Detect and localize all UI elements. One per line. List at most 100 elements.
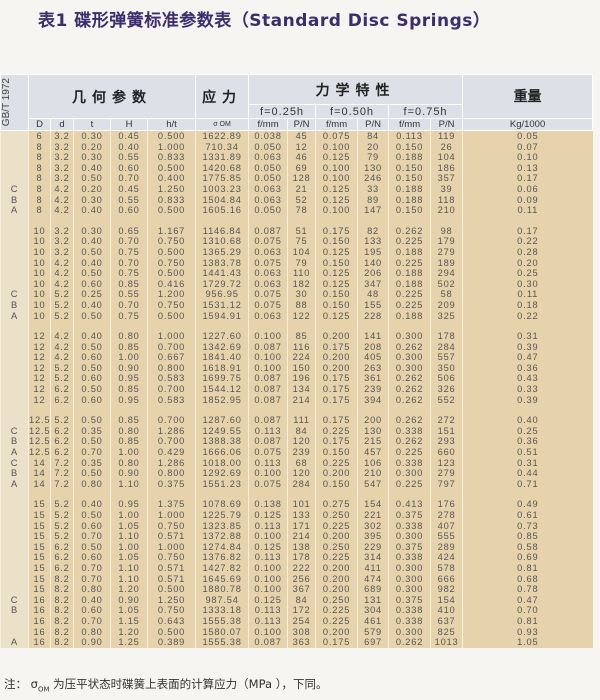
- table-cell: 0.50: [73, 541, 111, 553]
- table-cell: 0.087: [248, 373, 288, 385]
- table-cell: 26: [430, 141, 463, 153]
- table-cell: 0.416: [146, 278, 196, 290]
- table-row: 15 6.2 0.60 1.05 0.750 1376.82 0.113 178 0.225 31…: [0, 552, 593, 563]
- table-cell: 0.18: [462, 299, 593, 311]
- table-row: 10 3.2 0.30 0.65 1.167 1146.84 0.087 51 0.175 82 0…: [0, 225, 593, 237]
- f-075h-header: f=0.75h: [388, 104, 464, 119]
- table-row: A 8 4.2 0.40 0.60 0.500 1605.16 0.050 78 0.100 147…: [0, 205, 593, 216]
- table-row: B 8 4.2 0.30 0.55 0.833 1504.84 0.063 52 0.125 89 0…: [0, 194, 593, 206]
- table-cell: 10: [28, 310, 51, 322]
- table-cell: 0.075: [248, 478, 288, 490]
- table-cell: 0.188: [388, 310, 431, 322]
- table-cell: 0.300: [388, 331, 431, 342]
- table-cell: 0.35: [73, 457, 111, 469]
- table-row: B 10 5.2 0.40 0.70 0.750 1531.12 0.075 88 0.150 15…: [0, 299, 593, 311]
- table-cell: 0.85: [462, 531, 593, 542]
- table-cell: 15: [28, 510, 51, 521]
- table-cell: 210: [430, 205, 463, 216]
- table-cell: 0.200: [315, 531, 358, 542]
- series-cell: A: [0, 637, 29, 648]
- table-cell: 0.125: [315, 268, 358, 279]
- table-cell: 122: [287, 310, 316, 322]
- table-cell: 502: [430, 278, 463, 290]
- table-cell: 0.10: [462, 152, 593, 163]
- table-cell: 15: [28, 584, 51, 595]
- table-cell: 0.150: [315, 236, 358, 247]
- table-cell: 8.2: [50, 615, 74, 627]
- table-cell: 1.20: [110, 626, 148, 638]
- table-cell: 0.188: [388, 268, 431, 279]
- table-cell: 0.700: [146, 415, 196, 426]
- table-cell: 16: [28, 594, 51, 606]
- table-cell: 0.500: [146, 205, 196, 216]
- table-cell: 0.500: [146, 246, 196, 258]
- table-cell: 1333.18: [195, 605, 249, 616]
- table-cell: 394: [357, 394, 389, 406]
- table-cell: 0.40: [73, 205, 111, 216]
- series-cell: [0, 552, 29, 563]
- table-cell: 6.2: [50, 552, 74, 563]
- table-cell: 689: [357, 584, 389, 595]
- table-cell: 12: [28, 384, 51, 395]
- table-cell: 0.375: [146, 478, 196, 490]
- table-cell: 279: [430, 246, 463, 258]
- series-cell: [0, 352, 29, 363]
- table-cell: 4.2: [50, 257, 74, 269]
- table-cell: 222: [287, 562, 316, 574]
- table-cell: 0.22: [462, 310, 593, 322]
- table-cell: 0.40: [110, 141, 148, 153]
- table-row: 12 5.2 0.60 0.95 0.583 1699.75 0.087 196 0.175 36…: [0, 373, 593, 385]
- table-cell: 16: [28, 637, 51, 648]
- table-cell: 347: [357, 278, 389, 290]
- table-cell: 1.15: [110, 615, 148, 627]
- table-cell: 0.50: [73, 468, 111, 479]
- table-cell: 1.200: [146, 289, 196, 300]
- table-cell: 1.25: [110, 637, 148, 648]
- table-cell: 0.45: [110, 130, 148, 142]
- table-cell: 0.200: [315, 352, 358, 363]
- table-row: 12 4.2 0.50 0.85 0.700 1342.69 0.087 116 0.175 20…: [0, 341, 593, 353]
- f-050h-header: f=0.50h: [315, 104, 390, 119]
- table-cell: 0.200: [315, 626, 358, 638]
- table-cell: 1.250: [146, 183, 196, 195]
- table-cell: 4.2: [50, 183, 74, 195]
- table-cell: 0.40: [73, 594, 111, 606]
- table-cell: 20: [357, 141, 389, 153]
- footnote: 注： σOM 为压平状态时碟簧上表面的计算应力（MPa ），下同。: [4, 677, 328, 694]
- table-cell: 0.70: [73, 447, 111, 458]
- table-cell: 246: [357, 173, 389, 184]
- table-row: 10 4.2 0.50 0.75 0.500 1441.43 0.063 110 0.125 20…: [0, 268, 593, 279]
- column-header: σ OM: [195, 118, 250, 131]
- table-row: A 12.5 6.2 0.70 1.00 0.429 1666.06 0.075 239 0.15…: [0, 447, 593, 458]
- table-cell: 0.95: [110, 373, 148, 385]
- table-cell: 1331.89: [195, 152, 249, 163]
- table-cell: 4.2: [50, 205, 74, 216]
- table-cell: 0.050: [248, 173, 288, 184]
- table-cell: 0.400: [146, 173, 196, 184]
- table-cell: 0.75: [110, 310, 148, 322]
- column-header: D: [28, 118, 51, 131]
- table-cell: 0.70: [110, 299, 148, 311]
- table-cell: 130: [357, 162, 389, 174]
- table-cell: 0.113: [248, 520, 288, 532]
- table-cell: 1.000: [146, 510, 196, 521]
- table-cell: 6.2: [50, 562, 74, 574]
- table-cell: 5.2: [50, 289, 74, 300]
- table-cell: 0.100: [248, 531, 288, 542]
- group-separator: [0, 321, 593, 332]
- table-cell: 0.225: [315, 520, 358, 532]
- table-cell: 0.087: [248, 225, 288, 237]
- table-cell: 1249.55: [195, 425, 249, 437]
- table-cell: 12.5: [28, 436, 51, 448]
- table-cell: 506: [430, 373, 463, 385]
- table-cell: 16: [28, 615, 51, 627]
- table-row: 12 5.2 0.50 0.90 0.800 1618.91 0.100 150 0.200 26…: [0, 362, 593, 374]
- page-title: 表1 碟形弹簧标准参数表（Standard Disc Springs）: [38, 11, 491, 31]
- table-row: 15 8.2 0.70 1.10 0.571 1645.69 0.100 256 0.200 47…: [0, 573, 593, 585]
- table-cell: 1531.12: [195, 299, 249, 311]
- table-cell: 1013: [430, 637, 463, 648]
- table-cell: 0.90: [110, 594, 148, 606]
- table-cell: 1292.69: [195, 468, 249, 479]
- table-cell: 0.075: [315, 130, 358, 142]
- table-cell: 0.188: [388, 152, 431, 163]
